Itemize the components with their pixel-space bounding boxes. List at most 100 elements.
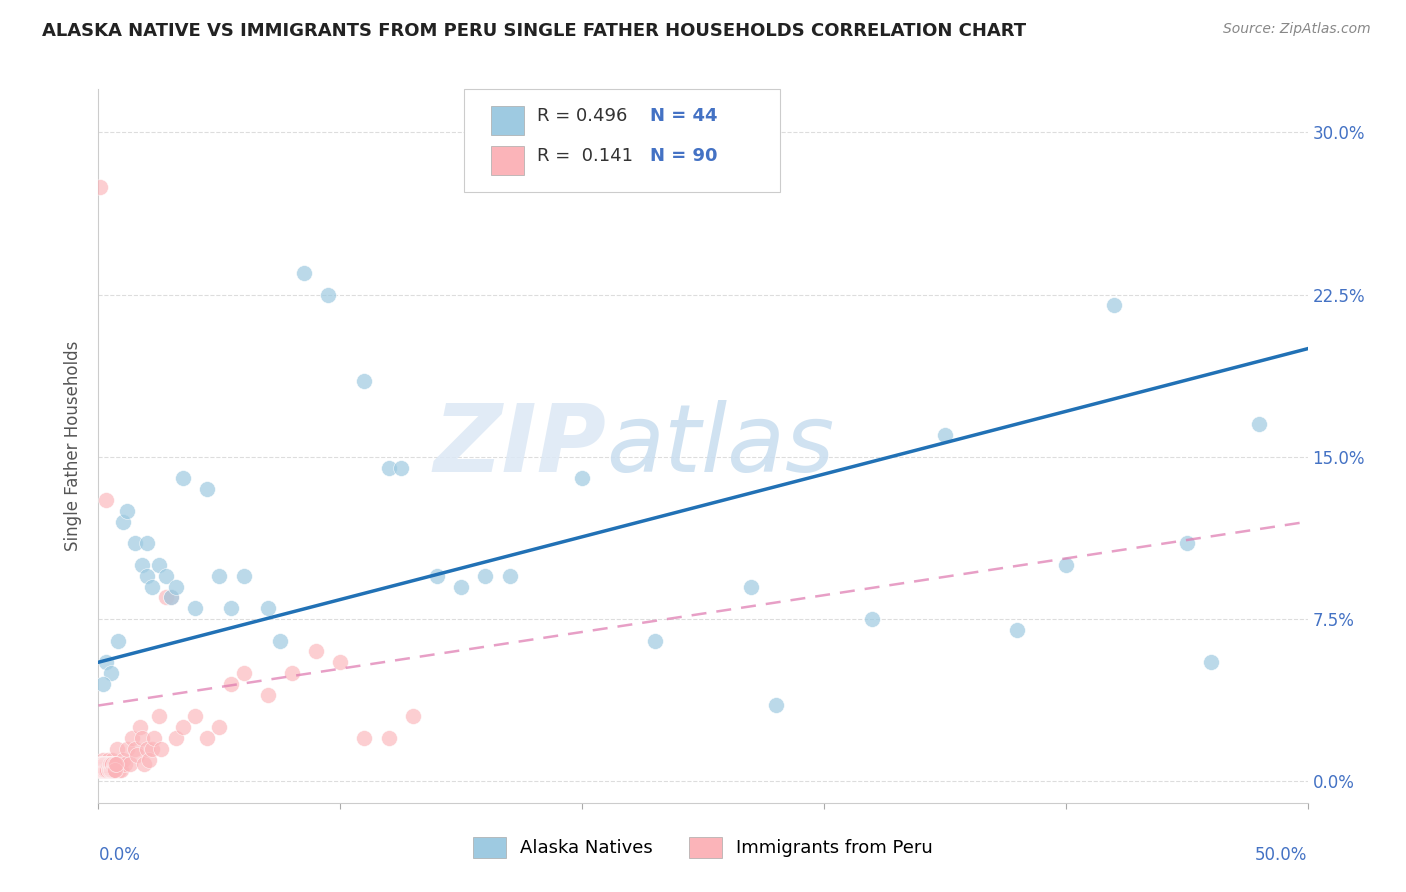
Point: [474, 568, 496, 582]
Text: R = 0.496: R = 0.496: [537, 107, 627, 125]
Point: [934, 428, 956, 442]
Point: [281, 666, 304, 681]
Point: [1102, 298, 1125, 312]
Point: [1199, 655, 1222, 669]
Point: [426, 568, 449, 582]
Point: [96, 764, 118, 778]
Point: [94, 764, 117, 778]
Point: [1007, 623, 1029, 637]
Point: [104, 756, 127, 771]
Point: [97, 764, 120, 778]
Point: [100, 764, 122, 778]
Point: [353, 374, 375, 388]
Point: [402, 709, 425, 723]
Point: [498, 568, 520, 582]
Point: [96, 756, 118, 771]
Point: [93, 764, 115, 778]
Point: [117, 504, 139, 518]
Point: [97, 756, 120, 771]
Point: [155, 591, 177, 605]
Point: [100, 764, 122, 778]
Y-axis label: Single Father Households: Single Father Households: [65, 341, 83, 551]
Point: [90, 764, 112, 778]
Point: [98, 764, 121, 778]
Point: [377, 460, 399, 475]
Point: [389, 460, 412, 475]
Point: [143, 731, 166, 745]
Point: [97, 753, 120, 767]
Point: [160, 591, 183, 605]
Point: [91, 753, 114, 767]
Point: [104, 756, 127, 771]
Point: [103, 764, 125, 778]
Text: ALASKA NATIVE VS IMMIGRANTS FROM PERU SINGLE FATHER HOUSEHOLDS CORRELATION CHART: ALASKA NATIVE VS IMMIGRANTS FROM PERU SI…: [42, 22, 1026, 40]
Point: [377, 731, 399, 745]
Point: [141, 580, 163, 594]
Point: [94, 493, 117, 508]
Point: [292, 266, 315, 280]
Point: [100, 753, 122, 767]
Point: [90, 764, 112, 778]
Point: [184, 709, 207, 723]
Point: [165, 731, 187, 745]
Point: [97, 756, 120, 771]
Point: [104, 756, 127, 771]
Text: Source: ZipAtlas.com: Source: ZipAtlas.com: [1223, 22, 1371, 37]
Text: 50.0%: 50.0%: [1256, 846, 1308, 863]
Point: [111, 515, 134, 529]
Point: [93, 756, 115, 771]
Point: [208, 568, 231, 582]
Point: [90, 756, 112, 771]
Point: [172, 471, 194, 485]
Point: [98, 756, 121, 771]
Point: [256, 688, 278, 702]
Text: R =  0.141: R = 0.141: [537, 147, 633, 165]
Point: [141, 741, 163, 756]
Point: [571, 471, 593, 485]
Point: [184, 601, 207, 615]
Point: [89, 179, 111, 194]
Point: [96, 764, 118, 778]
Point: [90, 756, 112, 771]
Point: [765, 698, 787, 713]
Point: [93, 756, 115, 771]
Point: [124, 536, 146, 550]
Point: [860, 612, 883, 626]
Point: [269, 633, 291, 648]
Point: [131, 558, 153, 572]
Point: [103, 756, 125, 771]
Point: [98, 756, 121, 771]
Point: [100, 756, 122, 771]
Point: [90, 764, 112, 778]
Point: [138, 753, 160, 767]
Point: [108, 764, 131, 778]
Text: N = 44: N = 44: [650, 107, 717, 125]
Point: [105, 741, 128, 756]
Point: [91, 677, 114, 691]
Point: [172, 720, 194, 734]
Point: [103, 764, 125, 778]
Point: [160, 591, 183, 605]
Point: [135, 568, 157, 582]
Legend: Alaska Natives, Immigrants from Peru: Alaska Natives, Immigrants from Peru: [465, 830, 941, 865]
Point: [91, 764, 114, 778]
Point: [117, 741, 139, 756]
Point: [104, 764, 127, 778]
Point: [107, 633, 129, 648]
Point: [232, 568, 254, 582]
Point: [316, 287, 339, 301]
Point: [134, 756, 156, 771]
Point: [94, 756, 117, 771]
Point: [101, 764, 124, 778]
Point: [450, 580, 472, 594]
Point: [353, 731, 375, 745]
Text: 0.0%: 0.0%: [98, 846, 141, 863]
Point: [91, 756, 114, 771]
Text: atlas: atlas: [606, 401, 835, 491]
Point: [101, 756, 124, 771]
Text: N = 90: N = 90: [650, 147, 717, 165]
Point: [256, 601, 278, 615]
Point: [94, 756, 117, 771]
Point: [111, 753, 134, 767]
Point: [100, 764, 122, 778]
